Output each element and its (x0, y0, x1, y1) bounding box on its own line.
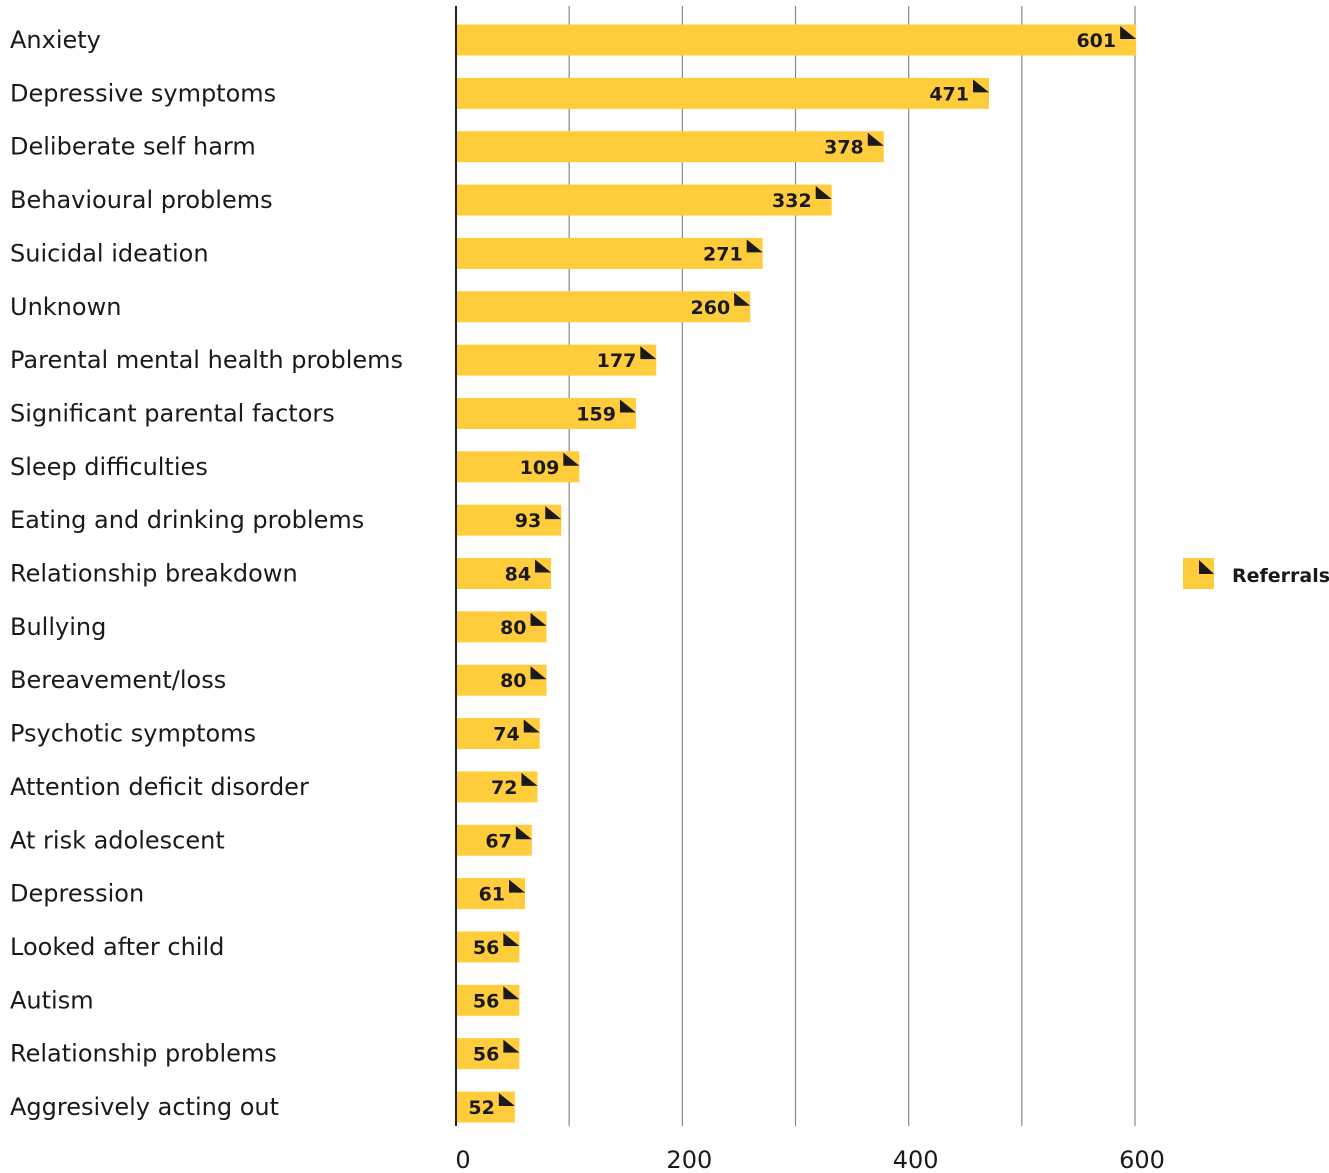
data-label: 80 (500, 617, 526, 639)
bar (457, 77, 990, 109)
data-label: 56 (473, 937, 499, 959)
data-label: 84 (505, 564, 531, 586)
bar-end-marker (498, 1093, 515, 1106)
bar-end-marker (503, 1039, 520, 1053)
data-label: 260 (691, 297, 731, 319)
bar (457, 397, 636, 429)
bar-end-marker (535, 559, 552, 573)
bar-end-marker (734, 292, 751, 306)
bar (457, 1091, 515, 1123)
data-label: 271 (703, 243, 743, 265)
bar-end-marker (523, 719, 540, 733)
bar-end-marker (509, 879, 526, 893)
data-label: 177 (597, 350, 637, 372)
category-label: At risk adolescent (10, 826, 225, 854)
category-label: Sleep difficulties (10, 453, 208, 481)
data-label: 72 (491, 777, 517, 799)
category-label: Unknown (10, 293, 121, 321)
bar (457, 131, 884, 163)
category-label: Eating and drinking problems (10, 506, 364, 534)
bar (457, 237, 763, 269)
x-tick-label: 200 (666, 1146, 712, 1173)
category-label: Significant parental factors (10, 399, 335, 427)
bar-end-marker (619, 399, 636, 413)
bar-end-marker (515, 826, 532, 840)
bar-end-marker (746, 239, 763, 253)
category-label: Depressive symptoms (10, 79, 276, 107)
data-label: 80 (500, 670, 526, 692)
legend: Referrals (1183, 558, 1329, 589)
bar-end-marker (530, 612, 547, 626)
data-label: 332 (772, 190, 812, 212)
data-label: 378 (824, 137, 864, 159)
bar-end-marker (973, 79, 990, 93)
x-tick-label: 0 (455, 1146, 470, 1173)
bar (457, 878, 526, 910)
grid-layer (455, 6, 1136, 1126)
bar (457, 504, 562, 536)
bar-end-marker (563, 452, 580, 466)
bar-end-marker (530, 666, 547, 680)
category-label: Looked after child (10, 933, 224, 961)
category-label: Attention deficit disorder (10, 773, 309, 801)
data-label: 52 (468, 1097, 494, 1119)
category-labels: Anxiety Depressive symptoms Deliberate sel… (10, 26, 403, 1121)
data-label: 56 (473, 990, 499, 1012)
bar (457, 344, 657, 376)
bar-end-marker (545, 506, 562, 520)
category-label: Relationship breakdown (10, 560, 298, 588)
bar-end-marker (867, 132, 884, 146)
bar (457, 24, 1137, 56)
data-label: 93 (515, 510, 541, 532)
bar (457, 184, 832, 216)
bar (457, 451, 580, 483)
data-label: 601 (1076, 30, 1116, 52)
data-label: 67 (485, 830, 511, 852)
data-label: 56 (473, 1044, 499, 1066)
bar-layer: 601 471 378 332 271 260 177 159 109 93 84 80 80 74 72 6… (457, 24, 1137, 1123)
data-label: 109 (520, 457, 560, 479)
data-label: 159 (576, 403, 616, 425)
category-label: Aggresively acting out (10, 1093, 279, 1121)
bar-end-marker (503, 932, 520, 946)
bar (457, 291, 751, 323)
category-label: Psychotic symptoms (10, 720, 256, 748)
category-label: Behavioural problems (10, 186, 273, 214)
bar-end-marker (815, 186, 832, 200)
bar (457, 1038, 520, 1070)
bar (457, 984, 520, 1016)
category-label: Parental mental health problems (10, 346, 403, 374)
data-label: 74 (493, 724, 519, 746)
category-label: Bullying (10, 613, 106, 641)
legend-label: Referrals (1232, 565, 1329, 587)
bar-end-marker (503, 986, 520, 1000)
category-label: Suicidal ideation (10, 239, 209, 267)
category-label: Anxiety (10, 26, 101, 54)
x-tick-label: 400 (893, 1146, 939, 1173)
category-label: Bereavement/loss (10, 666, 226, 694)
category-label: Depression (10, 880, 144, 908)
bar (457, 931, 520, 963)
x-tick-labels: 0 200 400 600 (455, 1146, 1165, 1173)
legend-marker (1199, 560, 1214, 574)
bar-end-marker (1120, 26, 1137, 39)
x-tick-label: 600 (1119, 1146, 1165, 1173)
bar-end-marker (521, 772, 538, 786)
category-label: Deliberate self harm (10, 133, 256, 161)
category-label: Relationship problems (10, 1040, 277, 1068)
bar-end-marker (640, 346, 657, 360)
data-label: 471 (929, 83, 969, 105)
data-label: 61 (479, 884, 505, 906)
category-label: Autism (10, 986, 94, 1014)
